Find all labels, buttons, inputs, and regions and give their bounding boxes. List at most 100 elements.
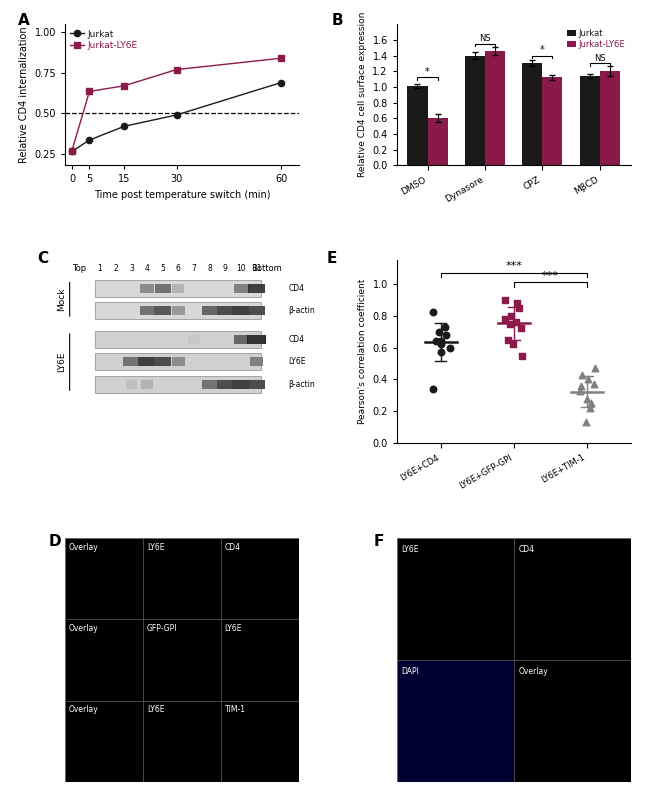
Text: LY6E: LY6E [57, 352, 66, 372]
Bar [249, 284, 265, 293]
Bar [124, 357, 139, 367]
Point [439, 320, 450, 333]
Point [514, 301, 525, 314]
Bar [522, 64, 542, 165]
Text: GFP-GPI: GFP-GPI [147, 624, 177, 633]
Jurkat [86, 135, 94, 145]
Bar [542, 77, 562, 165]
Bar [126, 380, 136, 389]
Point [436, 346, 447, 359]
Bar [173, 334, 184, 344]
Point [585, 401, 595, 414]
Point [441, 328, 451, 341]
Text: *: * [540, 44, 545, 55]
Bar [140, 305, 154, 315]
Bar [202, 380, 217, 389]
Point [434, 325, 445, 338]
Point [436, 334, 446, 347]
Bar [143, 700, 221, 782]
Text: LY6E: LY6E [225, 624, 242, 633]
Text: 3: 3 [129, 264, 134, 272]
Text: LY6E: LY6E [147, 705, 164, 714]
Text: 9: 9 [223, 264, 227, 272]
Point [427, 383, 437, 396]
Line: Jurkat: Jurkat [69, 80, 284, 155]
Text: 7: 7 [192, 264, 196, 272]
Bar [155, 284, 171, 293]
Point [506, 310, 517, 322]
Text: 5: 5 [161, 264, 165, 272]
Bar [140, 284, 154, 293]
Text: D: D [49, 534, 61, 549]
Bar [96, 301, 261, 319]
Point [582, 392, 592, 405]
Bar [143, 619, 221, 700]
Text: CD4: CD4 [518, 545, 534, 555]
Text: 11: 11 [252, 264, 261, 272]
Bar [248, 334, 265, 344]
Text: E: E [327, 251, 337, 266]
Point [512, 297, 522, 310]
Bar [221, 619, 299, 700]
Bar [65, 619, 143, 700]
Bar [249, 380, 265, 389]
Text: 6: 6 [176, 264, 181, 272]
Text: β-actin: β-actin [288, 380, 315, 389]
Text: 2: 2 [113, 264, 118, 272]
Bar [96, 280, 261, 297]
Text: Overlay: Overlay [69, 542, 99, 552]
Point [582, 373, 593, 386]
Bar [217, 305, 233, 315]
Bar [396, 538, 514, 660]
Text: Top: Top [72, 264, 86, 272]
Bar [141, 380, 153, 389]
Jurkat [68, 147, 76, 156]
Bar [143, 538, 221, 619]
Text: *: * [425, 67, 430, 77]
Bar [217, 380, 233, 389]
Bar [154, 305, 172, 315]
Bar [65, 700, 143, 782]
Text: C: C [37, 251, 48, 266]
Text: NS: NS [594, 53, 606, 63]
Bar [232, 380, 250, 389]
Bar [248, 284, 265, 293]
Y-axis label: Relative CD4 cell surface expression: Relative CD4 cell surface expression [358, 12, 367, 177]
Text: CD4: CD4 [288, 284, 304, 293]
Legend: Jurkat, Jurkat-LY6E: Jurkat, Jurkat-LY6E [566, 28, 627, 50]
Text: LY6E: LY6E [288, 357, 305, 366]
Bar [249, 305, 265, 315]
Bar [221, 538, 299, 619]
Bar [408, 86, 428, 165]
Bar [514, 538, 630, 660]
Jurkat [278, 77, 285, 87]
Point [510, 316, 521, 329]
Text: TIM-1: TIM-1 [225, 705, 246, 714]
Point [575, 384, 585, 397]
Text: ***: *** [505, 261, 522, 271]
Point [436, 338, 446, 351]
Text: DAPI: DAPI [402, 667, 419, 676]
Bar [396, 660, 514, 782]
Jurkat [120, 122, 128, 131]
Text: ***: *** [541, 271, 558, 280]
Bar [247, 334, 266, 344]
Bar [154, 357, 172, 367]
Text: Overlay: Overlay [69, 705, 99, 714]
Jurkat-LY6E [86, 86, 94, 96]
Bar [188, 334, 200, 344]
Bar [485, 51, 505, 165]
Bar [600, 71, 620, 165]
Jurkat-LY6E [68, 146, 76, 156]
Bar [465, 56, 485, 165]
Point [576, 380, 586, 393]
Bar [232, 305, 250, 315]
Point [428, 306, 438, 319]
Bar [202, 305, 217, 315]
Bar [172, 305, 185, 315]
Point [445, 341, 455, 354]
Text: CD4: CD4 [288, 335, 304, 344]
Point [577, 368, 587, 381]
Bar [221, 700, 299, 782]
Bar [172, 357, 185, 367]
